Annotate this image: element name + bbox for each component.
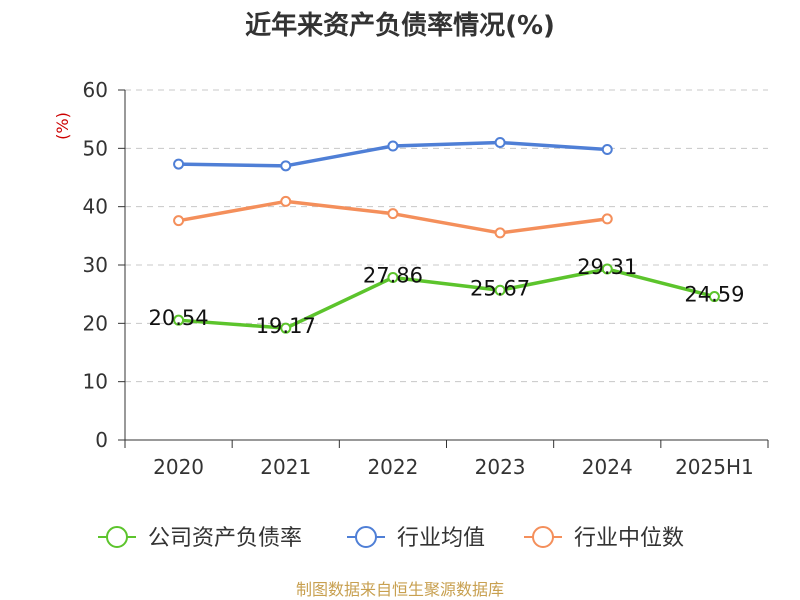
y-tick-labels: 0 10 20 30 40 50 60: [83, 78, 108, 452]
data-point: [173, 215, 185, 227]
data-label: 27.86: [363, 263, 423, 287]
series-line-0: [178, 267, 715, 330]
data-point: [494, 284, 506, 296]
data-label: 24.59: [684, 283, 744, 307]
data-label: 20.54: [149, 306, 209, 330]
series-group: [173, 137, 720, 334]
y-tick-label: 60: [83, 78, 108, 102]
grid-lines: [125, 89, 768, 383]
legend-swatch-marker: [106, 526, 128, 548]
y-tick-label: 50: [83, 136, 108, 160]
x-tick-labels: 2020 2021 2022 2023 2024 2025H1: [153, 455, 754, 479]
legend-label: 行业中位数: [574, 526, 684, 551]
data-point: [601, 263, 613, 275]
data-labels: 20.54 19.17 27.86 25.67 29.31 24.59: [149, 255, 745, 338]
y-tick-label: 0: [95, 428, 108, 452]
axes: [118, 89, 769, 448]
data-point: [387, 140, 399, 152]
data-point: [280, 195, 292, 207]
x-tick-label: 2025H1: [675, 455, 754, 479]
data-point: [387, 208, 399, 220]
legend-label: 公司资产负债率: [148, 526, 302, 551]
y-axis-unit: (%): [53, 112, 72, 140]
y-tick-label: 20: [83, 311, 108, 335]
y-tick-label: 10: [83, 370, 108, 394]
data-point: [494, 227, 506, 239]
data-point: [280, 322, 292, 334]
data-label: 19.17: [256, 314, 316, 338]
data-point: [280, 160, 292, 172]
data-label: 25.67: [470, 276, 530, 300]
data-point: [173, 158, 185, 170]
legend-swatch-marker: [532, 526, 554, 548]
legend: 公司资产负债率 行业均值 行业中位数: [98, 526, 684, 551]
data-label: 29.31: [577, 255, 637, 279]
y-tick-label: 40: [83, 195, 108, 219]
source-note: 制图数据来自恒生聚源数据库: [296, 580, 504, 599]
data-point: [601, 144, 613, 155]
chart-title: 近年来资产负债率情况(%): [245, 10, 555, 41]
data-point: [601, 213, 613, 225]
legend-label: 行业均值: [397, 526, 485, 551]
x-tick-label: 2024: [582, 455, 633, 479]
legend-swatch-marker: [355, 526, 377, 548]
x-tick-label: 2021: [260, 455, 311, 479]
data-point: [387, 271, 399, 283]
data-point: [173, 314, 185, 326]
data-point: [494, 137, 506, 148]
data-point: [708, 291, 720, 303]
x-tick-label: 2023: [475, 455, 526, 479]
x-tick-label: 2022: [367, 455, 418, 479]
y-tick-label: 30: [83, 253, 108, 277]
x-tick-label: 2020: [153, 455, 204, 479]
